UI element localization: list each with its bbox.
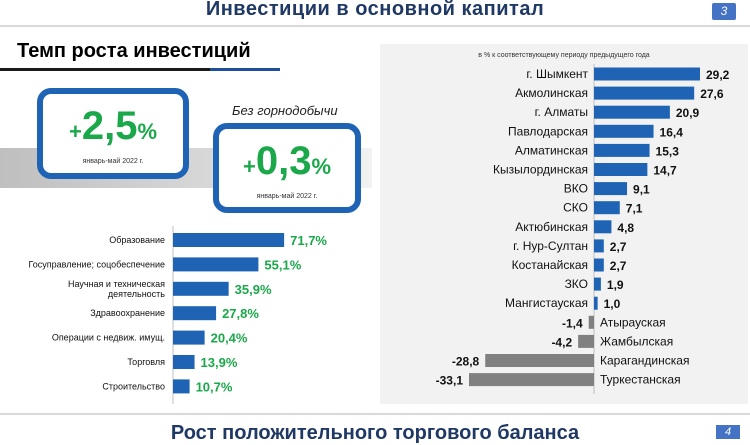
region-category-label: СКО — [563, 201, 588, 215]
region-chart-svg: г. Шымкент 29,2 Акмолинская 27,6 г. Алматы 20… — [436, 64, 730, 394]
sector-bar — [173, 306, 217, 321]
region-value-label: 15,3 — [656, 144, 680, 158]
sector-bar — [173, 233, 285, 247]
sector-bar — [173, 379, 190, 394]
region-value-label: 1,0 — [604, 297, 621, 311]
kpi-total-unit: % — [137, 119, 158, 144]
region-value-label: 27,6 — [700, 87, 724, 101]
region-category-label: ВКО — [564, 182, 588, 196]
region-category-label: Акмолинская — [515, 86, 588, 100]
kpi-total-growth: +2,5% январь-май 2022 г. — [37, 88, 189, 179]
header-divider — [0, 25, 750, 27]
region-value-label: -1,4 — [562, 316, 583, 330]
slide-header: Инвестиции в основной капитал 3 — [0, 0, 750, 26]
kpi-no-mining-growth: +0,3% январь-май 2022 г. — [213, 123, 361, 213]
page-number: 3 — [712, 3, 736, 20]
region-bar — [594, 296, 598, 310]
region-category-label: Мангистауская — [505, 296, 588, 310]
region-category-label: Актюбинская — [515, 220, 588, 234]
region-bar — [594, 277, 601, 291]
sector-value-label: 55,1% — [264, 257, 301, 272]
sector-value-label: 20,4% — [211, 331, 248, 346]
sector-category-label: Научная и техническая деятельность — [68, 279, 165, 299]
kpi-total-period: январь-май 2022 г. — [82, 158, 144, 165]
sector-category-label: Торговля — [127, 357, 165, 367]
sector-bar — [173, 355, 195, 369]
region-category-label: г. Нур-Султан — [513, 239, 588, 253]
region-bar — [594, 124, 654, 138]
sector-bar — [173, 330, 205, 345]
region-value-label: -4,2 — [551, 335, 572, 349]
kpi-no-mining-unit: % — [311, 154, 332, 179]
next-slide-title: Рост положительного торгового баланса — [170, 422, 580, 444]
region-value-label: 29,2 — [706, 68, 730, 82]
region-bar — [594, 143, 650, 157]
sector-bar — [173, 281, 229, 296]
region-category-label: Костанайская — [512, 258, 588, 272]
kpi-no-mining-label: Без горнодобычи — [232, 103, 338, 118]
sector-value-label: 10,7% — [196, 379, 233, 394]
region-bar — [594, 67, 700, 81]
region-category-label: Туркестанская — [600, 373, 681, 387]
region-value-label: 2,7 — [610, 259, 627, 273]
region-value-label: 16,4 — [660, 125, 684, 139]
region-category-label: г. Алматы — [535, 105, 588, 119]
region-bar — [594, 201, 620, 215]
region-category-label: Карагандинская — [600, 354, 689, 368]
region-value-label: 14,7 — [653, 164, 677, 178]
kpi-no-mining-sign: + — [242, 154, 256, 179]
region-value-label: 1,9 — [607, 278, 624, 292]
sector-category-label: Строительство — [102, 381, 165, 391]
region-bar — [594, 220, 612, 234]
sector-growth-chart: Образование 71,7% Госуправление; соцобеспе… — [0, 224, 372, 409]
region-value-label: 9,1 — [633, 183, 650, 197]
sector-category-label: Госуправление; соцобеспечение — [29, 259, 166, 269]
kpi-total-value: +2,5% — [43, 104, 183, 149]
region-bar-negative — [588, 315, 594, 329]
next-page-number: 4 — [716, 425, 740, 439]
region-value-label: 20,9 — [676, 106, 700, 120]
region-category-label: ЗКО — [565, 277, 588, 291]
region-value-label: 7,1 — [626, 202, 643, 216]
region-bar — [594, 163, 648, 176]
sector-value-label: 13,9% — [201, 355, 238, 370]
sector-category-label: Операции с недвиж. имущ. — [52, 333, 165, 343]
kpi-no-mining-number: 0,3 — [255, 139, 312, 183]
region-value-label: -28,8 — [452, 355, 480, 369]
section-title: Темп роста инвестиций — [17, 40, 251, 62]
region-value-label: 2,7 — [610, 240, 627, 254]
region-growth-chart: в % к соответствующему периоду предыдуще… — [380, 44, 748, 404]
region-bar-negative — [485, 354, 594, 367]
kpi-total-sign: + — [68, 119, 82, 144]
region-category-label: Павлодарская — [508, 124, 588, 138]
sector-bar — [173, 257, 259, 272]
sector-value-label: 71,7% — [290, 233, 327, 248]
region-category-label: Алматинская — [515, 143, 588, 157]
title-underline — [0, 68, 280, 71]
region-bar — [594, 258, 604, 272]
region-value-label: -33,1 — [436, 374, 464, 388]
region-category-label: г. Шымкент — [526, 67, 588, 81]
region-bar — [594, 239, 604, 253]
sector-value-label: 27,8% — [222, 306, 259, 321]
region-bar-negative — [578, 334, 594, 348]
chart-note: в % к соответствующему периоду предыдуще… — [478, 52, 650, 59]
kpi-total-number: 2,5 — [81, 104, 138, 148]
footer-divider — [0, 413, 750, 415]
region-category-label: Атырауская — [600, 315, 666, 329]
region-bar-negative — [469, 373, 594, 387]
region-category-label: Жамбылская — [600, 334, 673, 348]
region-bar — [594, 105, 670, 119]
sector-category-label: Здравоохранение — [90, 308, 165, 318]
sector-chart-svg: Образование 71,7% Госуправление; соцобеспе… — [29, 226, 327, 404]
region-bar — [594, 86, 695, 100]
region-category-label: Кызылординская — [493, 163, 588, 177]
kpi-no-mining-value: +0,3% — [219, 139, 355, 184]
region-bar — [594, 182, 628, 196]
kpi-no-mining-period: январь-май 2022 г. — [256, 193, 318, 200]
sector-value-label: 35,9% — [235, 282, 272, 297]
slide-title: Инвестиции в основной капитал — [205, 0, 545, 20]
region-value-label: 4,8 — [617, 221, 634, 235]
sector-category-label: Образование — [109, 235, 165, 245]
